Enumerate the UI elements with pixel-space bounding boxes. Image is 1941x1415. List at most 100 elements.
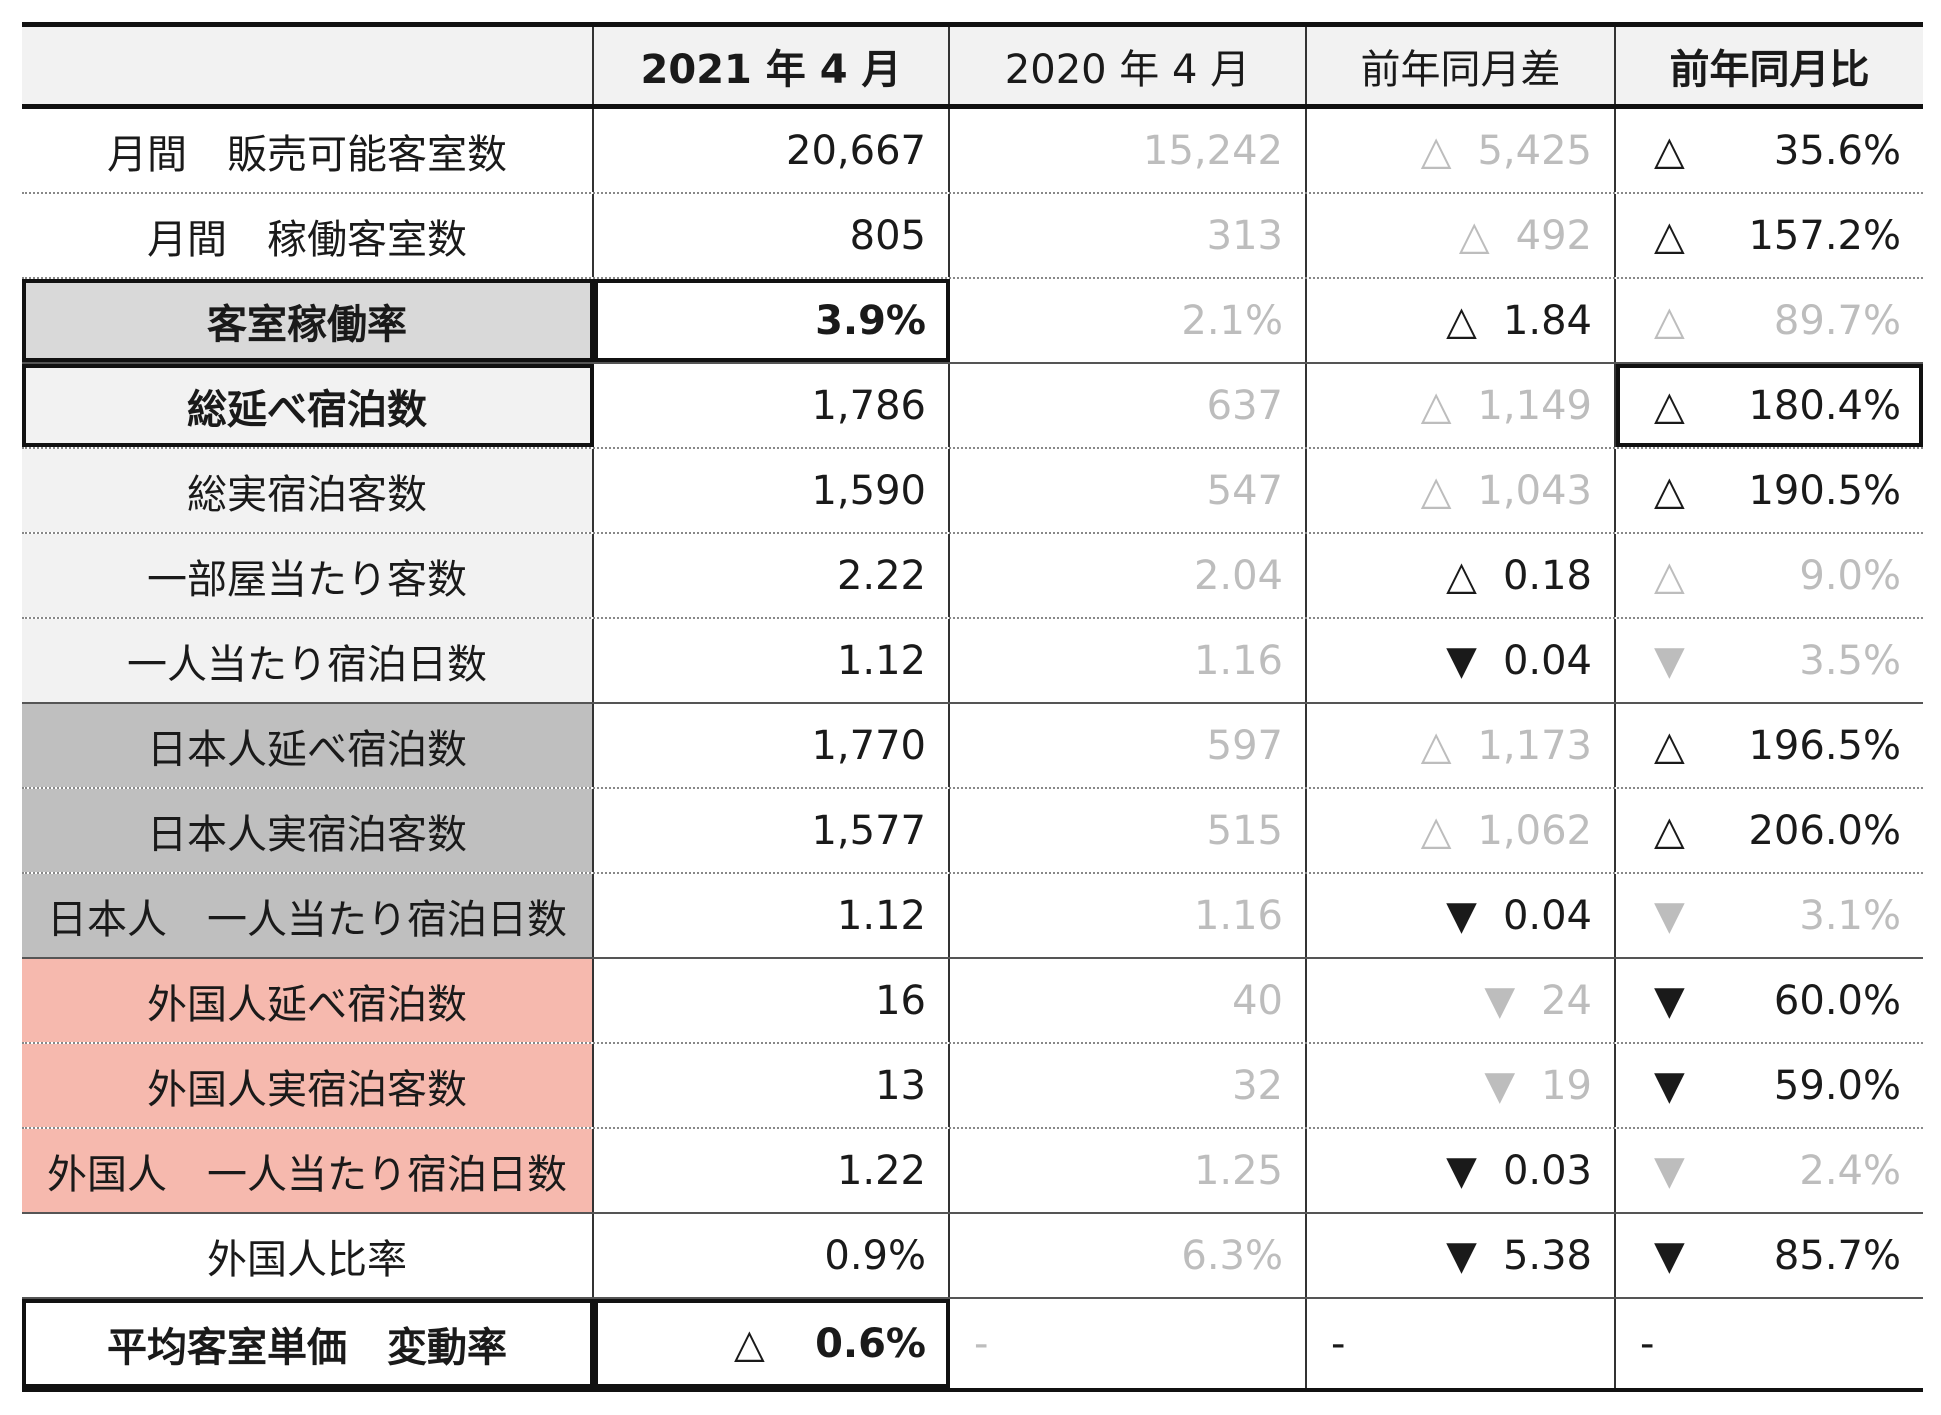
value-2020: 547 bbox=[950, 449, 1307, 532]
diff-value: 1.84 bbox=[1502, 297, 1592, 344]
value-yoy-diff: ▼ 19 bbox=[1307, 1044, 1616, 1127]
value-2021: 20,667 bbox=[594, 109, 950, 192]
up-triangle-icon: △ bbox=[1654, 382, 1685, 429]
value-yoy-diff: ▼ 5.38 bbox=[1307, 1214, 1616, 1297]
value-2021: 16 bbox=[594, 959, 950, 1042]
header-2021-apr: 2021 年 4 月 bbox=[594, 27, 950, 104]
table-row: 総延べ宿泊数 1,786 637 △ 1,149 △ 180.4% bbox=[22, 364, 1923, 449]
table-row: 外国人実宿泊客数 13 32 ▼ 19 ▼ 59.0% bbox=[22, 1044, 1923, 1129]
value-2021: 1.22 bbox=[594, 1129, 950, 1212]
row-label: 月間 販売可能客室数 bbox=[22, 109, 594, 192]
value-yoy-diff: △ 1,173 bbox=[1307, 704, 1616, 787]
row-label: 日本人実宿泊客数 bbox=[22, 789, 594, 872]
table-row: 外国人延べ宿泊数 16 40 ▼ 24 ▼ 60.0% bbox=[22, 959, 1923, 1044]
ratio-value: 2.4% bbox=[1799, 1147, 1901, 1194]
header-2020-apr: 2020 年 4 月 bbox=[950, 27, 1307, 104]
table-row: 一人当たり宿泊日数 1.12 1.16 ▼ 0.04 ▼ 3.5% bbox=[22, 619, 1923, 704]
value-yoy-diff: △ 5,425 bbox=[1307, 109, 1616, 192]
value-2020: 597 bbox=[950, 704, 1307, 787]
value-yoy-ratio: ▼ 3.1% bbox=[1616, 874, 1923, 957]
row-label: 客室稼働率 bbox=[22, 279, 594, 362]
table-header: 2021 年 4 月 2020 年 4 月 前年同月差 前年同月比 bbox=[22, 27, 1923, 104]
down-triangle-icon: ▼ bbox=[1654, 1147, 1685, 1194]
value-yoy-ratio: △ 157.2% bbox=[1616, 194, 1923, 277]
value-yoy-diff: △ 1,043 bbox=[1307, 449, 1616, 532]
value-2021: 0.9% bbox=[594, 1214, 950, 1297]
diff-value: 1,149 bbox=[1477, 382, 1592, 429]
down-triangle-icon: ▼ bbox=[1654, 1232, 1685, 1279]
value-yoy-diff: △ 0.18 bbox=[1307, 534, 1616, 617]
ratio-value: 59.0% bbox=[1773, 1062, 1901, 1109]
value-2021: 1.12 bbox=[594, 874, 950, 957]
ratio-value: 206.0% bbox=[1748, 807, 1901, 854]
header-yoy-ratio: 前年同月比 bbox=[1669, 46, 1870, 93]
diff-value: 0.04 bbox=[1502, 892, 1592, 939]
table-row-price-change: 平均客室単価 変動率 △ 0.6% - - - bbox=[22, 1299, 1923, 1392]
value-yoy-ratio: ▼ 85.7% bbox=[1616, 1214, 1923, 1297]
down-triangle-icon: ▼ bbox=[1446, 1232, 1477, 1279]
diff-value: 0.03 bbox=[1502, 1147, 1592, 1194]
value-yoy-ratio: ▼ 2.4% bbox=[1616, 1129, 1923, 1212]
value-2020: 40 bbox=[950, 959, 1307, 1042]
table-row: 客室稼働率 3.9% 2.1% △ 1.84 △ 89.7% bbox=[22, 279, 1923, 364]
value-2020: 515 bbox=[950, 789, 1307, 872]
up-triangle-icon: △ bbox=[1654, 722, 1685, 769]
value-2020: 1.25 bbox=[950, 1129, 1307, 1212]
up-triangle-icon: △ bbox=[1446, 552, 1477, 599]
ratio-value: 3.5% bbox=[1799, 637, 1901, 684]
value-yoy-diff: ▼ 0.04 bbox=[1307, 874, 1616, 957]
row-label: 日本人 一人当たり宿泊日数 bbox=[22, 874, 594, 957]
header-blank bbox=[22, 27, 594, 104]
value-2020: - bbox=[950, 1299, 1307, 1388]
down-triangle-icon: ▼ bbox=[1654, 892, 1685, 939]
value-2021: 1.12 bbox=[594, 619, 950, 702]
value-2020: 313 bbox=[950, 194, 1307, 277]
down-triangle-icon: ▼ bbox=[1484, 977, 1516, 1024]
ratio-value: 9.0% bbox=[1799, 552, 1901, 599]
table-row: 一部屋当たり客数 2.22 2.04 △ 0.18 △ 9.0% bbox=[22, 534, 1923, 619]
up-triangle-icon: △ bbox=[1420, 382, 1452, 429]
value-2021: 3.9% bbox=[594, 279, 950, 362]
row-label: 平均客室単価 変動率 bbox=[22, 1299, 594, 1388]
value-2021: 13 bbox=[594, 1044, 950, 1127]
up-triangle-icon: △ bbox=[1420, 127, 1452, 174]
up-triangle-icon: △ bbox=[1654, 467, 1685, 514]
row-label: 日本人延べ宿泊数 bbox=[22, 704, 594, 787]
value-yoy-ratio: ▼ 3.5% bbox=[1616, 619, 1923, 702]
row-label: 総実宿泊客数 bbox=[22, 449, 594, 532]
up-triangle-icon: △ bbox=[1654, 807, 1685, 854]
table-row: 日本人延べ宿泊数 1,770 597 △ 1,173 △ 196.5% bbox=[22, 704, 1923, 789]
value-yoy-ratio: △ 9.0% bbox=[1616, 534, 1923, 617]
value-yoy-ratio: △ 180.4% bbox=[1616, 364, 1923, 447]
table-top-rule bbox=[22, 22, 1923, 27]
value-2021: 2.22 bbox=[594, 534, 950, 617]
value-2021: 805 bbox=[594, 194, 950, 277]
ratio-value: 85.7% bbox=[1773, 1232, 1901, 1279]
ratio-value: 35.6% bbox=[1773, 127, 1901, 174]
value-2021: 1,577 bbox=[594, 789, 950, 872]
up-triangle-icon: △ bbox=[1458, 212, 1490, 259]
price-change-value: 0.6% bbox=[815, 1320, 926, 1367]
value-yoy-diff: △ 1,149 bbox=[1307, 364, 1616, 447]
value-2021: 1,786 bbox=[594, 364, 950, 447]
up-triangle-icon: △ bbox=[1654, 297, 1685, 344]
row-label: 外国人延べ宿泊数 bbox=[22, 959, 594, 1042]
value-2021: △ 0.6% bbox=[594, 1299, 950, 1388]
table-body: 月間 販売可能客室数 20,667 15,242 △ 5,425 △ 35.6% 月間 稼働客… bbox=[22, 109, 1923, 1392]
value-yoy-diff: △ 492 bbox=[1307, 194, 1616, 277]
value-yoy-ratio: ▼ 59.0% bbox=[1616, 1044, 1923, 1127]
value-2020: 637 bbox=[950, 364, 1307, 447]
header-yoy-diff: 前年同月差 bbox=[1307, 27, 1616, 104]
value-yoy-diff: - bbox=[1307, 1299, 1616, 1388]
down-triangle-icon: ▼ bbox=[1654, 1062, 1685, 1109]
diff-value: 0.04 bbox=[1502, 637, 1592, 684]
value-yoy-diff: ▼ 0.03 bbox=[1307, 1129, 1616, 1212]
value-yoy-diff: △ 1.84 bbox=[1307, 279, 1616, 362]
down-triangle-icon: ▼ bbox=[1484, 1062, 1516, 1109]
ratio-value: 196.5% bbox=[1748, 722, 1901, 769]
diff-value: 5,425 bbox=[1477, 127, 1592, 174]
up-triangle-icon: △ bbox=[1420, 467, 1452, 514]
down-triangle-icon: ▼ bbox=[1446, 1147, 1477, 1194]
diff-value: 5.38 bbox=[1502, 1232, 1592, 1279]
value-yoy-ratio: △ 196.5% bbox=[1616, 704, 1923, 787]
